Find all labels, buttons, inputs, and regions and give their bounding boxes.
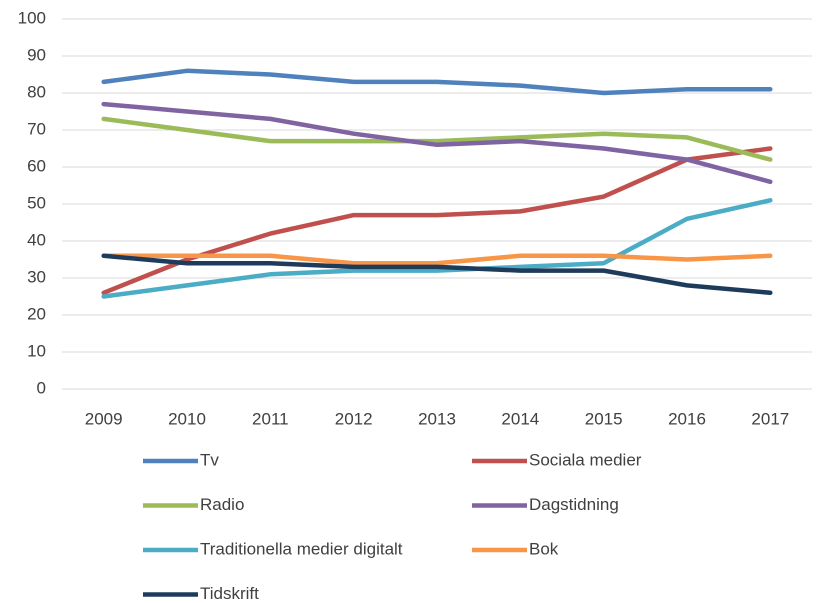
- y-tick-label: 80: [27, 82, 46, 101]
- y-tick-label: 40: [27, 230, 46, 249]
- y-tick-label: 90: [27, 45, 46, 64]
- legend-label: Radio: [200, 495, 244, 514]
- y-tick-label: 70: [27, 119, 46, 138]
- legend-label: Sociala medier: [529, 450, 642, 469]
- y-tick-label: 20: [27, 304, 46, 323]
- series-line: [101, 116, 773, 162]
- x-tick-label: 2017: [751, 409, 789, 428]
- y-tick-label: 100: [18, 8, 46, 27]
- legend-label: Tidskrift: [200, 584, 259, 603]
- y-tick-label: 30: [27, 267, 46, 286]
- series-line: [101, 68, 773, 96]
- x-tick-label: 2010: [168, 409, 206, 428]
- series-line: [101, 146, 773, 296]
- x-tick-label: 2013: [418, 409, 456, 428]
- x-tick-label: 2014: [501, 409, 539, 428]
- series-line: [101, 253, 773, 296]
- y-tick-label: 10: [27, 341, 46, 360]
- legend-label: Traditionella medier digitalt: [200, 539, 403, 558]
- x-tick-label: 2012: [335, 409, 373, 428]
- x-tick-label: 2011: [252, 409, 289, 428]
- x-tick-label: 2016: [668, 409, 706, 428]
- y-tick-label: 0: [37, 378, 46, 397]
- series-line: [101, 253, 773, 266]
- x-tick-label: 2009: [85, 409, 123, 428]
- legend-label: Dagstidning: [529, 495, 619, 514]
- y-tick-label: 50: [27, 193, 46, 212]
- y-tick-label: 60: [27, 156, 46, 175]
- series-line: [101, 101, 773, 185]
- legend-label: Bok: [529, 539, 559, 558]
- legend-label: Tv: [200, 450, 219, 469]
- x-tick-label: 2015: [585, 409, 623, 428]
- series-line: [101, 198, 773, 299]
